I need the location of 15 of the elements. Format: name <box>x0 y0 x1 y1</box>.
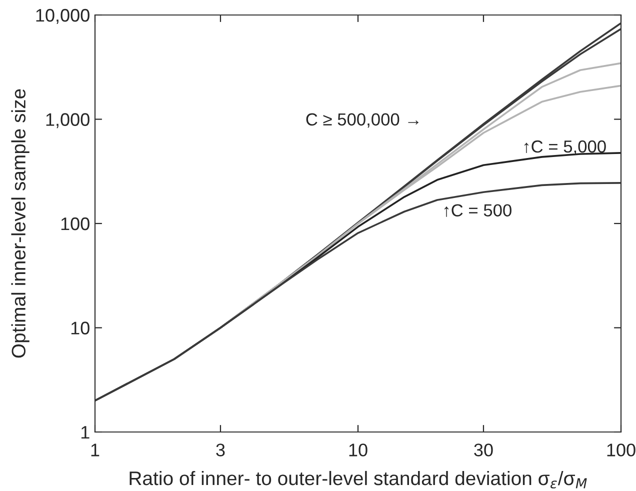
x-tick-label: 30 <box>474 444 493 456</box>
annotation: ↑C = 500 <box>444 204 512 217</box>
annotation: ↑C = 5,000 <box>524 140 606 155</box>
annotation: C ≥ 500,000 → <box>306 113 419 128</box>
y-tick-label: 100 <box>61 217 90 230</box>
x-tick-label: 10 <box>349 444 368 456</box>
y-tick-label: 10 <box>71 322 90 334</box>
y-axis-title: Optimal inner-level sample size <box>11 89 30 358</box>
x-tick-label: 3 <box>216 444 225 456</box>
x-tick-label: 1 <box>91 444 100 456</box>
y-tick-label: 1,000 <box>46 113 90 128</box>
x-axis-title: Ratio of inner- to outer-level standard deviation σ$_{ε}$/σ$_{M}$ <box>130 470 587 488</box>
y-tick-label: 10,000 <box>36 8 90 24</box>
x-tick-label: 100 <box>607 444 636 456</box>
y-tick-label: 1 <box>81 426 90 439</box>
